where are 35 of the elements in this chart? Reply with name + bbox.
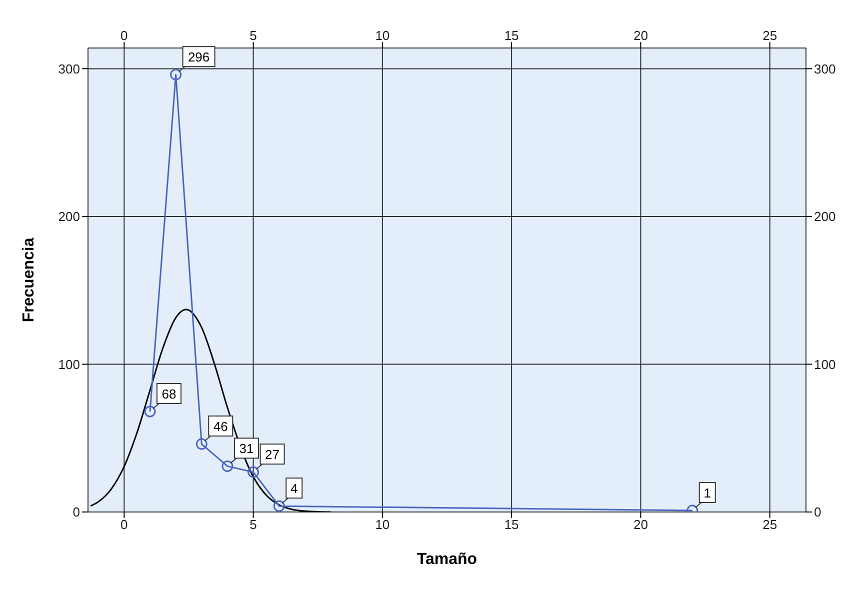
data-label: 296 bbox=[188, 50, 210, 65]
data-label: 46 bbox=[213, 419, 228, 434]
data-label: 1 bbox=[704, 486, 711, 501]
data-label: 4 bbox=[290, 481, 298, 496]
y2-tick-label: 300 bbox=[814, 61, 836, 76]
x-tick-label: 25 bbox=[762, 28, 778, 43]
x-tick-label: 15 bbox=[504, 28, 519, 43]
data-label: 31 bbox=[239, 441, 254, 456]
x-tick-label: 20 bbox=[633, 28, 648, 43]
x2-tick-label: 0 bbox=[120, 517, 128, 532]
x2-tick-label: 10 bbox=[375, 517, 390, 532]
y2-tick-label: 200 bbox=[814, 209, 836, 224]
y-tick-label: 300 bbox=[58, 61, 80, 76]
data-label: 68 bbox=[162, 386, 176, 402]
y-axis-title: Frecuencia bbox=[20, 238, 38, 322]
y-tick-label: 0 bbox=[72, 504, 80, 520]
point bbox=[248, 466, 260, 478]
y2-tick-label: 0 bbox=[814, 504, 822, 520]
point bbox=[170, 68, 182, 80]
x-tick-label: 0 bbox=[120, 28, 128, 43]
data-label: 27 bbox=[265, 447, 280, 462]
point bbox=[144, 406, 156, 418]
point bbox=[273, 500, 285, 512]
x2-tick-label: 15 bbox=[504, 517, 519, 532]
x2-tick-label: 25 bbox=[762, 517, 778, 532]
x-axis-title: Tamaño bbox=[416, 551, 478, 568]
x-tick-label: 10 bbox=[375, 28, 390, 43]
y-tick-label: 100 bbox=[58, 356, 80, 372]
x2-tick-label: 20 bbox=[633, 517, 648, 532]
y2-tick-label: 100 bbox=[814, 356, 836, 372]
point bbox=[196, 438, 208, 450]
y-tick-label: 200 bbox=[58, 209, 80, 224]
x2-tick-label: 5 bbox=[250, 517, 257, 532]
x-tick-label: 5 bbox=[250, 28, 257, 43]
point bbox=[222, 460, 234, 472]
